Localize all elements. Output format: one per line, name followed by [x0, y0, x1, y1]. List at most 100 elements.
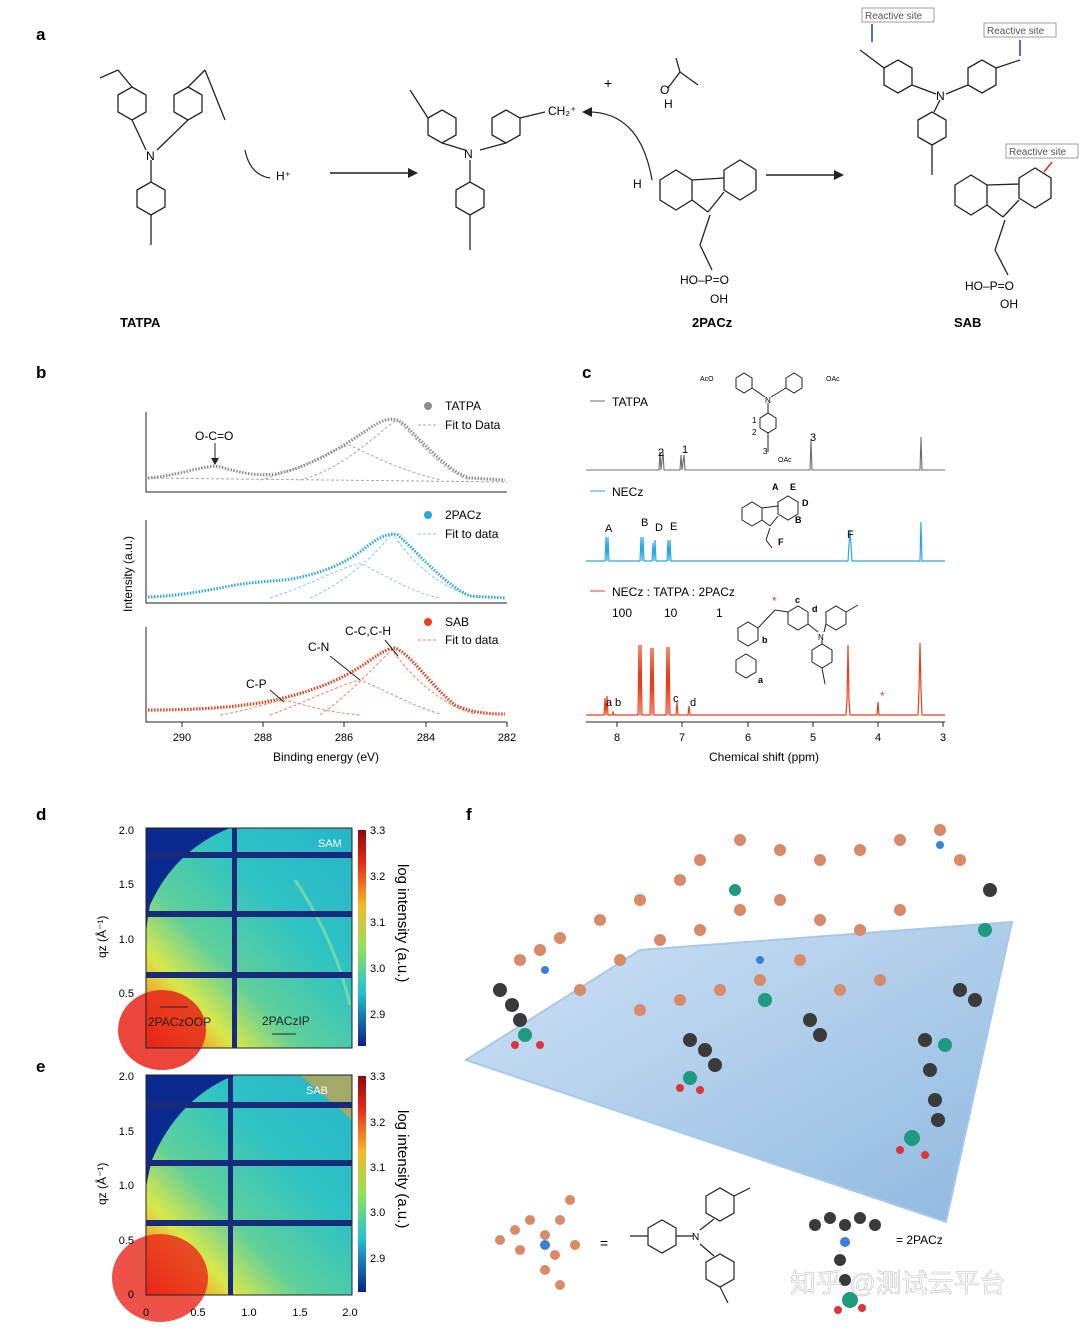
- xps-tatpa-arrow-head: [211, 458, 219, 465]
- xps-sab-cn: C-N: [308, 640, 329, 654]
- xps-sab-fit-1: [319, 649, 476, 716]
- sab-oh: OH: [1000, 297, 1018, 311]
- giwaxs-d-cbar-33: 3.3: [370, 825, 385, 837]
- nmr-mix-struct-star: *: [772, 594, 777, 608]
- panel-letter-d: d: [36, 805, 46, 824]
- nmr-legend-necz: NECz: [612, 485, 643, 499]
- nmr-necz-struct: [741, 495, 799, 549]
- giwaxs-e-cbar-label: log intensity (a.u.): [394, 1110, 411, 1228]
- giwaxs-d-cbar-30: 3.0: [370, 963, 385, 975]
- nmr-necz-peak-a: A: [605, 523, 613, 535]
- nmr-mix-struct-n: N: [818, 633, 824, 642]
- xps-legend-tatpa-fit: Fit to Data: [445, 418, 501, 432]
- giwaxs-d-cbar-29: 2.9: [370, 1009, 385, 1021]
- watermark: 知乎 @测试云平台: [790, 1268, 1006, 1298]
- xps-legend-2pacz: 2PACz: [445, 508, 481, 522]
- xps-legend-2pacz-marker: [424, 511, 432, 519]
- legend-tpa-structure: [630, 1187, 751, 1304]
- giwaxs-d-colorbar: [358, 830, 366, 1046]
- xps-sab-cc: C-C,C-H: [345, 624, 391, 638]
- nmr-mix-ratio-1: 1: [716, 606, 723, 620]
- giwaxs-e-colorbar: [358, 1076, 366, 1292]
- xps-x-ticks: [181, 722, 508, 727]
- xps-legend-tatpa: TATPA: [445, 399, 481, 413]
- nmr-tatpa-n: N: [765, 396, 771, 405]
- xps-tatpa-baseline: [145, 477, 508, 483]
- nmr-mix-peak-d: d: [690, 697, 696, 709]
- intermediate-n: N: [464, 147, 473, 161]
- xps-sab-cn-arrow: [329, 655, 361, 681]
- nmr-tatpa-n2: 2: [752, 428, 757, 437]
- nmr-mix-spectrum: [586, 642, 945, 716]
- nmr-necz-E: E: [790, 482, 796, 492]
- giwaxs-e-cbar-31: 3.1: [370, 1162, 385, 1174]
- panel-letter-b: b: [36, 363, 46, 382]
- giwaxs-d-ytick-10: 1.0: [119, 934, 134, 946]
- carbocation-label: CH₂⁺: [548, 104, 576, 118]
- giwaxs-e-frame: [145, 1074, 353, 1296]
- nmr-tatpa-n3: 3: [763, 447, 768, 456]
- nmr-mix-struct: [735, 604, 859, 685]
- xps-tick-284: 284: [417, 732, 435, 744]
- xps-sab-curve: [147, 646, 506, 716]
- xps-sab-fit-3: [219, 699, 361, 716]
- nmr-necz-D: D: [802, 498, 809, 508]
- legend-tpa-model: [495, 1195, 580, 1290]
- nmr-mix-struct-b: b: [762, 635, 768, 645]
- legend-2pacz-label: = 2PACz: [896, 1233, 943, 1247]
- attack-arrow-head: [582, 107, 592, 117]
- giwaxs-e-ytick-10: 1.0: [119, 1180, 134, 1192]
- xps-sab-fit-2: [269, 679, 441, 716]
- giwaxs-e-cbar-29: 2.9: [370, 1253, 385, 1265]
- giwaxs-d-cbar-label: log intensity (a.u.): [394, 864, 411, 982]
- nmr-tick-7: 7: [679, 732, 685, 744]
- giwaxs-e-xtick-10: 1.0: [241, 1307, 256, 1319]
- xps-2pacz-fit-2: [269, 562, 441, 599]
- nmr-tick-8: 8: [614, 732, 620, 744]
- nmr-tatpa-spectrum: [586, 436, 945, 471]
- nmr-mix-struct-d: d: [812, 604, 818, 614]
- proton-arrow: [244, 149, 271, 179]
- nmr-tatpa-peak-3: 3: [810, 432, 816, 444]
- giwaxs-d-tag: SAM: [318, 838, 342, 850]
- xps-tick-290: 290: [173, 732, 191, 744]
- sab-phosphonic: HO–P=O: [965, 279, 1014, 293]
- giwaxs-e-xtick-20: 2.0: [342, 1307, 357, 1319]
- acetic-acid: [667, 57, 699, 89]
- legend-2pacz-model: [809, 1212, 881, 1314]
- intermediate-structure: [409, 89, 546, 250]
- nmr-tatpa-aco: AcO: [700, 376, 714, 383]
- xps-frames: [145, 412, 507, 723]
- xps-sab-cp-arrow: [269, 689, 285, 703]
- giwaxs-e-ytick-15: 1.5: [119, 1126, 134, 1138]
- giwaxs-d-image: [118, 828, 352, 1070]
- xps-tatpa-fit-1: [299, 419, 471, 481]
- xps-2pacz-curve: [147, 532, 506, 600]
- legend-tpa-n: N: [692, 1232, 699, 1243]
- giwaxs-e-xtick-0: 0: [143, 1307, 149, 1319]
- xps-legend-sab: SAB: [445, 615, 469, 629]
- giwaxs-d-y-label: qz (Å⁻¹): [94, 916, 109, 958]
- giwaxs-e-xtick-15: 1.5: [292, 1307, 307, 1319]
- nmr-x-ticks: [616, 722, 944, 727]
- nmr-necz-F: F: [778, 537, 784, 547]
- xps-legend-sab-marker: [424, 618, 432, 626]
- giwaxs-e-xtick-05: 0.5: [190, 1307, 205, 1319]
- proton-label: H⁺: [276, 169, 291, 183]
- reactive-site-1: Reactive site: [865, 11, 923, 22]
- nmr-tatpa-peak-1: 1: [682, 444, 688, 456]
- twopacz-h: H: [633, 177, 642, 191]
- nmr-necz-peak-f: F: [847, 529, 854, 541]
- nmr-mix-peak-c: c: [673, 693, 679, 705]
- giwaxs-d-ytick-15: 1.5: [119, 879, 134, 891]
- nmr-legend-tatpa: TATPA: [612, 395, 648, 409]
- giwaxs-e-tag: SAB: [306, 1085, 328, 1097]
- nmr-tick-4: 4: [875, 732, 881, 744]
- tatpa-n: N: [146, 149, 155, 163]
- nmr-tatpa-struct: [735, 372, 803, 452]
- reactive-site-tags: [861, 7, 1079, 173]
- nmr-x-label: Chemical shift (ppm): [709, 750, 819, 764]
- nmr-mix-peak-a: a: [606, 697, 613, 709]
- giwaxs-d-cbar-32: 3.2: [370, 871, 385, 883]
